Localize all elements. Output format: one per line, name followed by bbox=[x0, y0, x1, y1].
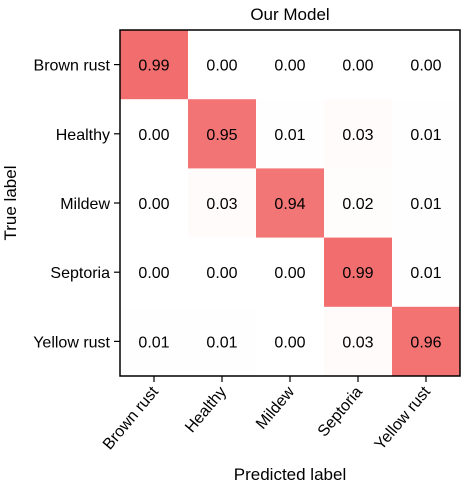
heatmap-cell bbox=[324, 168, 393, 239]
cell-value-label: 0.00 bbox=[342, 58, 373, 75]
heatmap-cell bbox=[120, 306, 189, 377]
cell-value-label: 0.00 bbox=[410, 58, 441, 75]
heatmap-cell bbox=[324, 306, 393, 377]
heatmap-cell bbox=[324, 237, 393, 308]
y-tick-label: Healthy bbox=[56, 127, 110, 144]
heatmap-cell bbox=[188, 237, 257, 308]
cell-value-label: 0.01 bbox=[410, 265, 441, 282]
y-tick-label: Yellow rust bbox=[33, 334, 110, 351]
heatmap-cell bbox=[392, 168, 461, 239]
cell-value-label: 0.00 bbox=[138, 196, 169, 213]
heatmap-cell bbox=[256, 30, 325, 100]
cell-value-label: 0.03 bbox=[342, 127, 373, 144]
heatmap-cell bbox=[188, 99, 257, 169]
y-tick-label: Brown rust bbox=[34, 58, 111, 75]
heatmap-cell bbox=[120, 99, 189, 169]
cell-value-label: 0.01 bbox=[138, 334, 169, 351]
heatmap-cells: 0.99 0.00 0.00 0.00 0.00 0.00 0.95 0.01 0.03 0.01… bbox=[120, 30, 461, 377]
cell-value-label: 0.95 bbox=[206, 127, 237, 144]
heatmap-cell bbox=[392, 99, 461, 169]
cell-value-label: 0.01 bbox=[274, 127, 305, 144]
heatmap-cell bbox=[256, 237, 325, 308]
cell-value-label: 0.94 bbox=[274, 196, 305, 213]
heatmap-cell bbox=[188, 306, 257, 377]
heatmap-cell bbox=[392, 306, 461, 377]
cell-value-label: 0.01 bbox=[410, 196, 441, 213]
x-tick-label: Healthy bbox=[182, 384, 230, 436]
y-tick-label: Mildew bbox=[60, 196, 110, 213]
heatmap-cell bbox=[188, 168, 257, 239]
cell-value-label: 0.00 bbox=[274, 58, 305, 75]
cell-value-label: 0.02 bbox=[342, 196, 373, 213]
heatmap-cell bbox=[256, 168, 325, 239]
cell-value-label: 0.03 bbox=[206, 196, 237, 213]
cell-value-label: 0.01 bbox=[206, 334, 237, 351]
y-axis-label: True label bbox=[1, 166, 20, 241]
cell-value-label: 0.00 bbox=[206, 265, 237, 282]
x-tick-label: Yellow rust bbox=[372, 383, 435, 453]
heatmap-cell bbox=[392, 30, 461, 100]
x-tick-label: Brown rust bbox=[100, 383, 163, 453]
x-tick-label: Mildew bbox=[253, 383, 298, 432]
heatmap-cell bbox=[392, 237, 461, 308]
chart-title: Our Model bbox=[250, 5, 329, 24]
heatmap-cell bbox=[324, 99, 393, 169]
heatmap-cell bbox=[120, 168, 189, 239]
heatmap-cell bbox=[120, 30, 189, 100]
cell-value-label: 0.03 bbox=[342, 334, 373, 351]
cell-value-label: 0.96 bbox=[410, 334, 441, 351]
y-tick-label: Septoria bbox=[50, 265, 110, 282]
cell-value-label: 0.00 bbox=[274, 334, 305, 351]
heatmap-cell bbox=[256, 306, 325, 377]
x-axis-label: Predicted label bbox=[234, 465, 346, 484]
cell-value-label: 0.00 bbox=[274, 265, 305, 282]
heatmap-cell bbox=[120, 237, 189, 308]
cell-value-label: 0.01 bbox=[410, 127, 441, 144]
x-tick-label: Septoria bbox=[315, 384, 366, 441]
cell-value-label: 0.99 bbox=[138, 58, 169, 75]
cell-value-label: 0.00 bbox=[138, 265, 169, 282]
cell-value-label: 0.00 bbox=[138, 127, 169, 144]
cell-value-label: 0.99 bbox=[342, 265, 373, 282]
heatmap-cell bbox=[324, 30, 393, 100]
heatmap-cell bbox=[256, 99, 325, 169]
heatmap-cell bbox=[188, 30, 257, 100]
cell-value-label: 0.00 bbox=[206, 58, 237, 75]
